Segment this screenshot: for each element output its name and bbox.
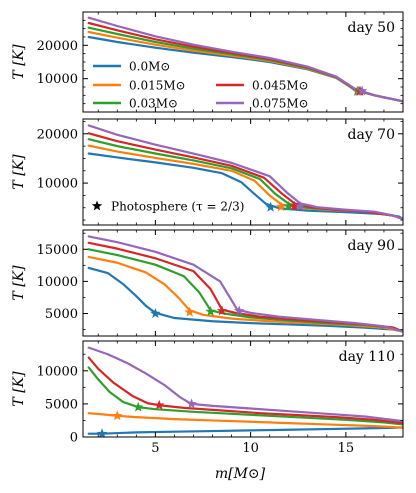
photosphere-star-5 xyxy=(186,398,197,409)
series-line-4 xyxy=(87,356,403,425)
series-lines xyxy=(87,16,403,103)
panel-label: day 50 xyxy=(348,20,395,36)
series-line-1 xyxy=(87,266,403,333)
photosphere-star-5 xyxy=(233,305,245,316)
y-tick-label: 5000 xyxy=(45,307,78,322)
y-tick-label: 15000 xyxy=(37,243,78,258)
photosphere-star-2 xyxy=(112,410,123,421)
y-tick-label: 10000 xyxy=(37,72,78,87)
y-tick-label: 10000 xyxy=(37,177,78,192)
y-axis-label: T [K] xyxy=(11,265,27,301)
legend-label-3: 0.03M⊙ xyxy=(129,97,178,111)
panel-label: day 110 xyxy=(339,349,395,365)
y-axis-label: T [K] xyxy=(11,371,27,407)
x-tick-label: 10 xyxy=(242,441,259,456)
y-tick-label: 10000 xyxy=(37,364,78,379)
photosphere-star-4 xyxy=(216,305,228,316)
photosphere-star-3 xyxy=(133,401,144,412)
y-tick-label: 20000 xyxy=(37,127,78,142)
legend-label-2: 0.015M⊙ xyxy=(129,79,186,93)
series-line-1 xyxy=(87,426,403,435)
series-lines xyxy=(87,124,403,221)
photosphere-star-3 xyxy=(283,200,294,211)
photosphere-star-2 xyxy=(184,306,195,317)
legend-label-4: 0.045M⊙ xyxy=(252,79,309,93)
series-line-5 xyxy=(87,124,403,221)
axes-frame xyxy=(82,118,404,226)
panel-2: 10000 20000 T [K] day 70 Photosphere (τ = 2/… xyxy=(11,118,404,226)
photosphere-star-2 xyxy=(275,201,287,212)
y-tick-label: 0 xyxy=(70,431,78,446)
legend-label-5: 0.075M⊙ xyxy=(252,97,309,111)
panel-label: day 90 xyxy=(348,238,395,254)
series-line-5 xyxy=(87,235,403,333)
photosphere-legend-label: Photosphere (τ = 2/3) xyxy=(111,200,244,214)
photosphere-star-5 xyxy=(294,200,306,211)
panel-label: day 70 xyxy=(348,127,395,143)
series-line-2 xyxy=(87,255,403,333)
series-lines xyxy=(87,346,403,437)
series-line-5 xyxy=(87,16,403,103)
y-tick-label: 20000 xyxy=(37,39,78,54)
photosphere-legend-star xyxy=(91,200,103,211)
y-tick-label: 5000 xyxy=(45,397,78,412)
photosphere-star-1 xyxy=(265,201,276,212)
axes-frame xyxy=(82,340,404,438)
photosphere-star-5 xyxy=(356,85,368,96)
legend-label-1: 0.0M⊙ xyxy=(129,60,170,74)
y-axis-label: T [K] xyxy=(11,44,27,80)
x-tick-label: 5 xyxy=(151,441,159,456)
panel-4: 5 10 15 0 5000 10000 T [K] day 110 xyxy=(11,340,404,456)
y-axis-label: T [K] xyxy=(11,154,27,190)
photosphere-star-4 xyxy=(153,399,165,410)
photosphere-legend: Photosphere (τ = 2/3) xyxy=(91,200,244,214)
series-line-3 xyxy=(87,366,403,426)
photosphere-star-3 xyxy=(205,306,216,317)
photosphere-star-4 xyxy=(289,200,300,211)
panel-3: 5000 10000 15000 T [K] day 90 xyxy=(11,229,404,337)
photosphere-star-1 xyxy=(150,308,161,318)
axes-frame xyxy=(82,229,404,337)
y-tick-label: 10000 xyxy=(37,275,78,290)
x-tick-label: 15 xyxy=(338,441,355,456)
series-lines xyxy=(87,235,403,333)
x-axis-label: m[M⊙] xyxy=(215,466,266,482)
photosphere-star-1 xyxy=(96,428,108,437)
series-legend: 0.0M⊙ 0.015M⊙ 0.03M⊙ 0.045M⊙ 0.075M⊙ xyxy=(93,60,309,111)
series-line-4 xyxy=(87,241,403,333)
